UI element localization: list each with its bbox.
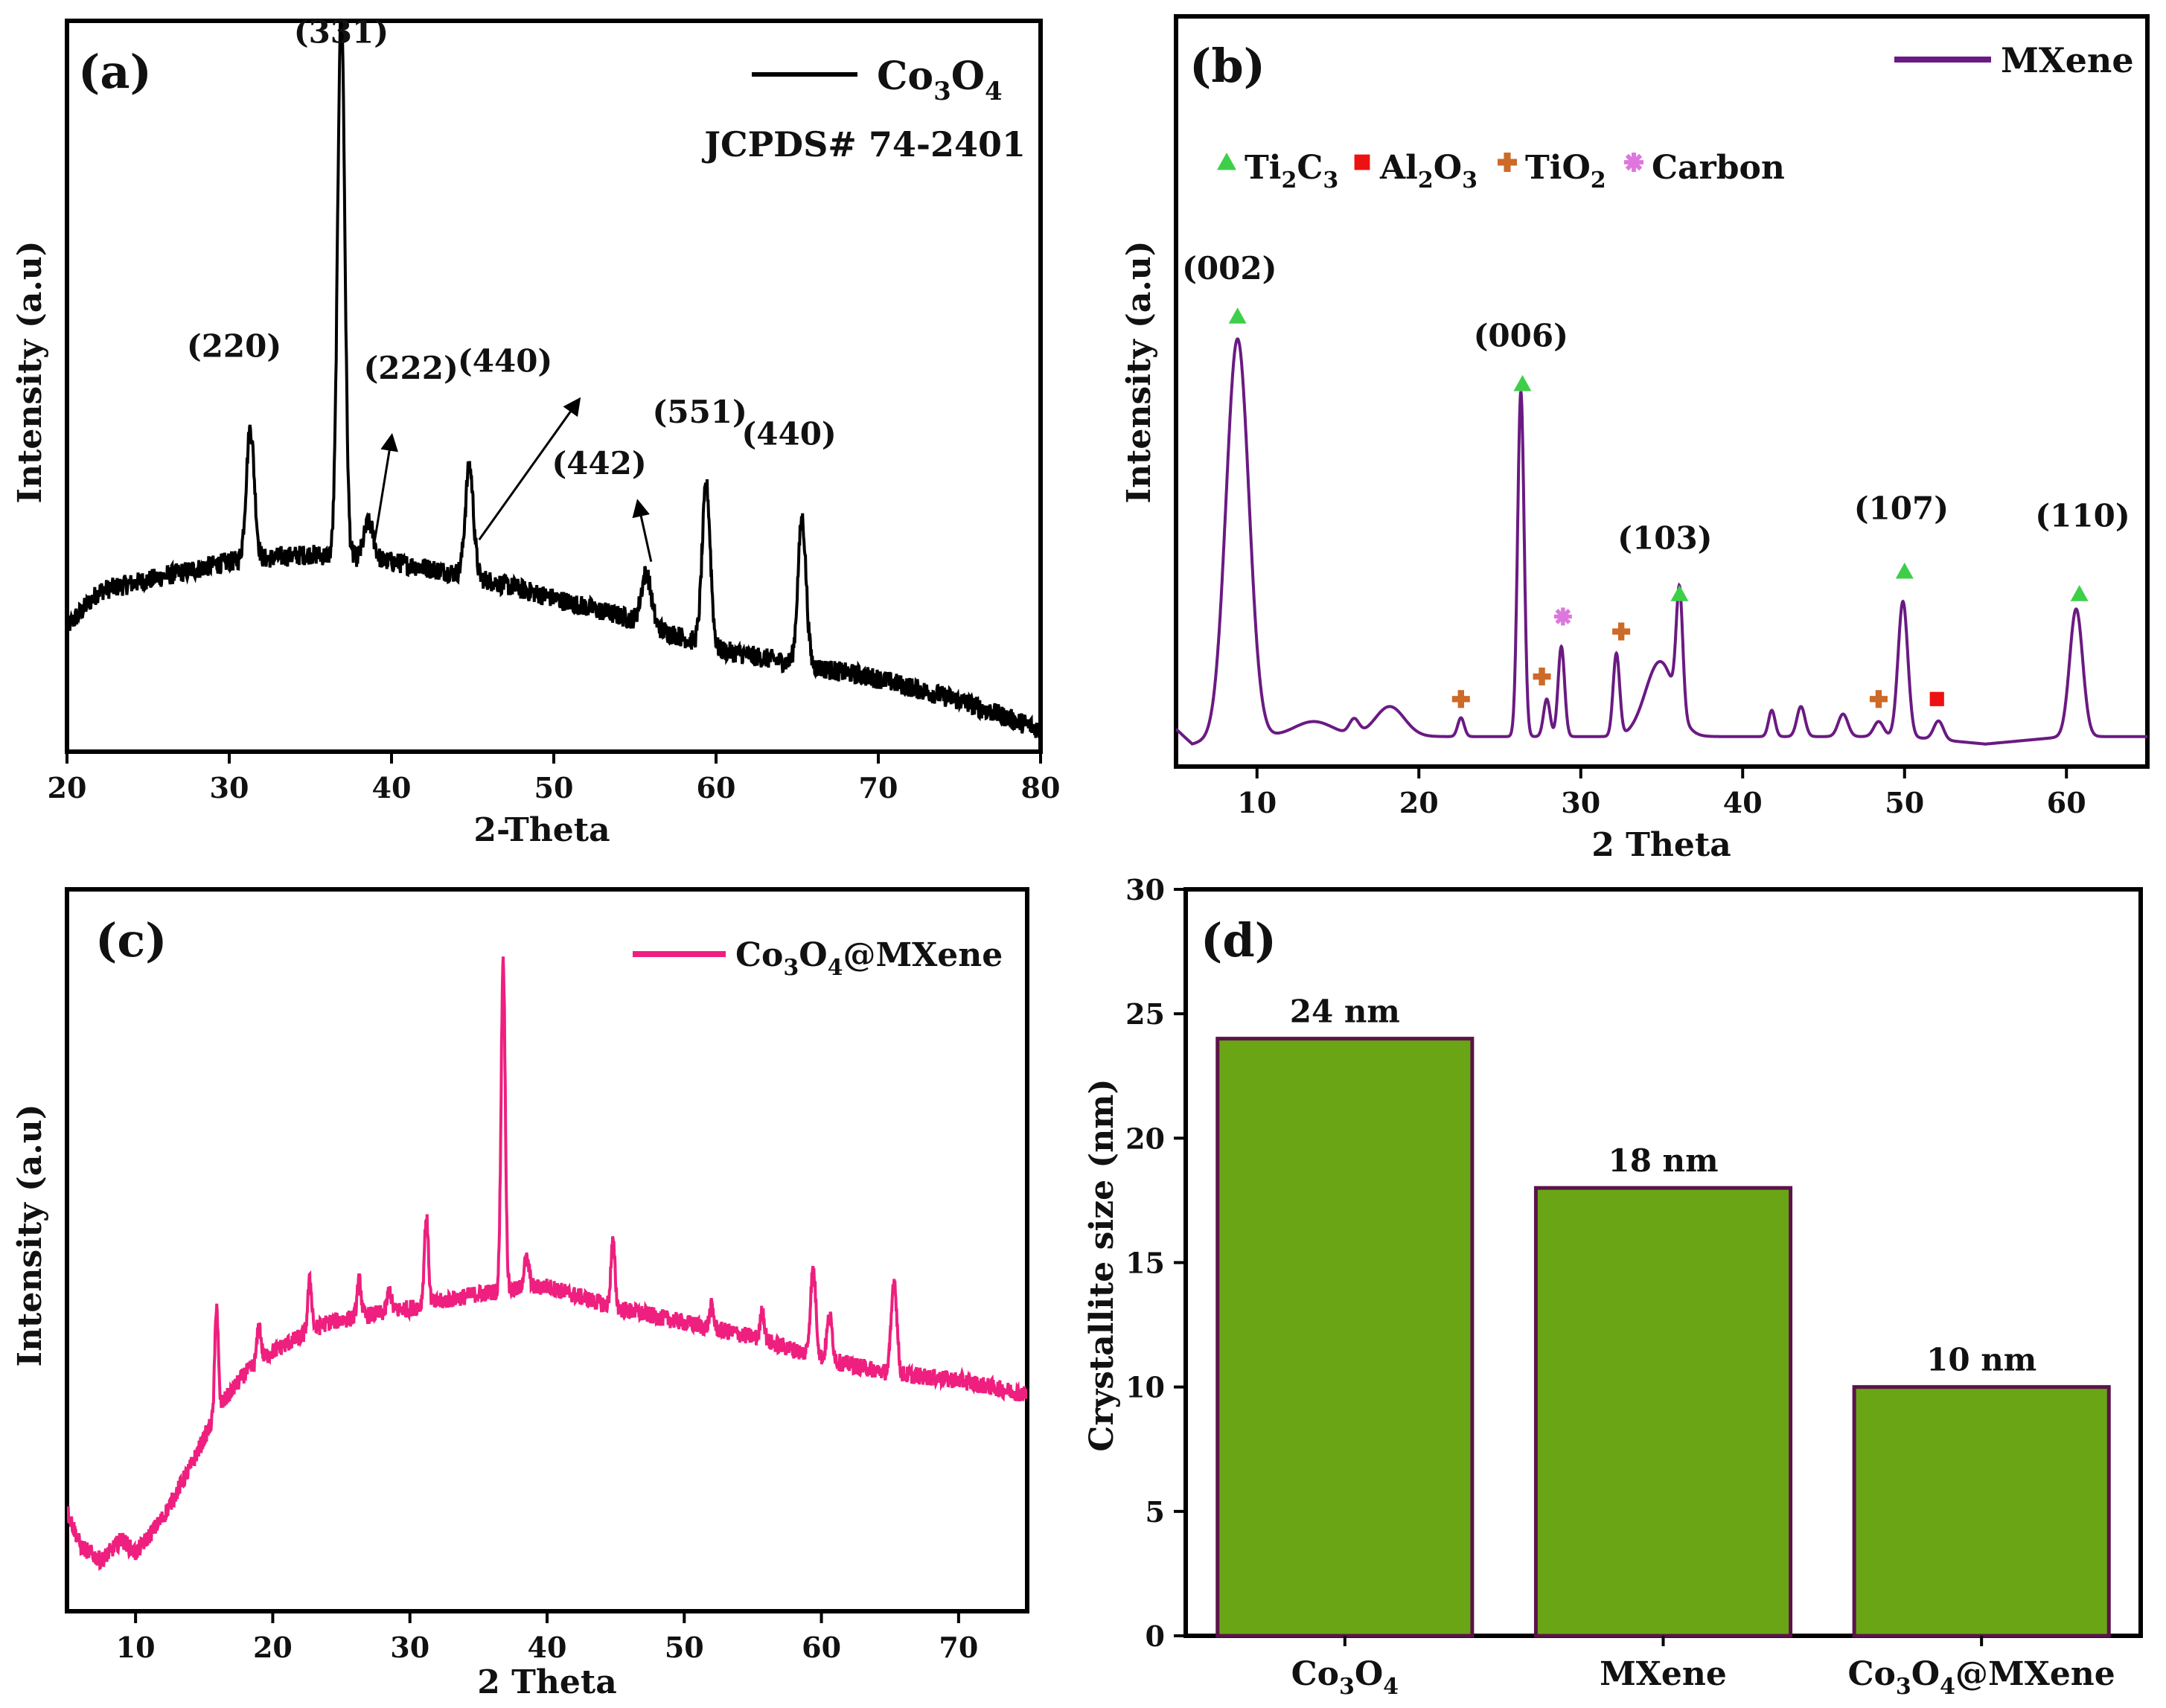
y-axis-label-c: Intensity (a.u) <box>11 1104 49 1366</box>
square-legend-icon <box>1354 154 1370 170</box>
square-marker <box>1929 691 1944 706</box>
x-tick-label: 60 <box>802 1631 841 1664</box>
x-tick-label: 40 <box>1723 786 1763 819</box>
x-tick-label: 70 <box>939 1631 978 1664</box>
triangle-marker <box>1513 374 1532 391</box>
panel-label-a: (a) <box>78 45 152 99</box>
plus-marker <box>1612 622 1631 641</box>
x-tick-label: 50 <box>1885 786 1924 819</box>
series-line-c <box>67 956 1027 1571</box>
peak-label: (107) <box>1854 490 1949 526</box>
peak-label: (551) <box>652 394 747 430</box>
y-tick-label: 30 <box>1125 873 1165 906</box>
x-axis-label-b: 2 Theta <box>1591 826 1731 864</box>
star-legend-icon <box>1624 153 1643 172</box>
triangle-marker <box>1228 307 1247 324</box>
plus-legend-icon <box>1498 153 1517 172</box>
x-tick-label: 60 <box>2047 786 2086 819</box>
panel-b: (002) (006) (103) (107) (110) 10 20 30 40 50 60 (… <box>1120 14 2150 864</box>
phase-legend-label: Ti2C3 <box>1245 149 1338 193</box>
x-tick-label: 80 <box>1021 771 1061 805</box>
plot-frame-c <box>65 887 1029 1613</box>
plus-marker <box>1451 690 1470 709</box>
peak-label: (110) <box>2035 497 2130 534</box>
peak-label: (103) <box>1617 520 1712 557</box>
x-tick-label: 30 <box>1561 786 1600 819</box>
phase-legend-label: TiO2 <box>1525 149 1606 193</box>
annotation-arrow <box>372 432 398 548</box>
peak-label: (220) <box>187 328 281 365</box>
y-tick-label: 10 <box>1125 1371 1165 1404</box>
triangle-marker <box>1670 585 1689 601</box>
peak-label: (442) <box>552 445 646 482</box>
category-label: MXene <box>1600 1655 1727 1693</box>
y-axis-label-b: Intensity (a.u) <box>1120 240 1158 503</box>
x-axis-label-c: 2 Theta <box>477 1663 617 1701</box>
x-tick-label: 40 <box>528 1631 567 1664</box>
x-tick-label: 20 <box>48 771 87 805</box>
x-axis-label-a: 2-Theta <box>473 811 610 849</box>
panel-label-b: (b) <box>1189 39 1265 93</box>
y-tick-label: 5 <box>1146 1495 1165 1529</box>
bar-2 <box>1852 1385 2111 1638</box>
series-line-b <box>1176 337 2147 746</box>
x-tick-label: 10 <box>116 1631 156 1664</box>
annotation-arrow <box>632 499 653 563</box>
bar-value-label: 10 nm <box>1926 1342 2036 1378</box>
peak-label: (440) <box>458 342 552 379</box>
plus-marker <box>1533 668 1551 686</box>
triangle-marker <box>2070 585 2089 601</box>
x-tick-label: 40 <box>372 771 412 805</box>
peak-label: (331) <box>294 13 389 50</box>
star-marker <box>1553 607 1572 626</box>
panel-label-c: (c) <box>95 913 167 967</box>
panel-a: (331)(220)(222) (440)(442)(551)(440) 20 30… <box>11 13 1061 849</box>
bar-1 <box>1533 1186 1793 1638</box>
peak-label: (002) <box>1182 250 1277 287</box>
peak-label: (440) <box>741 416 836 452</box>
panel-d: 24 nm Co3O4 18 nm MXene 10 nm Co3O4@MXene 0 5 1… <box>1083 873 2143 1700</box>
plot-frame-a <box>65 19 1043 754</box>
bar-value-label: 18 nm <box>1608 1142 1718 1179</box>
x-tick-label: 30 <box>210 771 249 805</box>
annotation-arrow <box>478 397 581 541</box>
legend-label-c: Co3O4@MXene <box>735 936 1003 981</box>
x-tick-label: 50 <box>534 771 574 805</box>
y-tick-label: 15 <box>1125 1247 1165 1280</box>
y-tick-label: 20 <box>1125 1122 1165 1155</box>
plus-marker <box>1869 690 1888 709</box>
peak-label: (006) <box>1474 318 1568 354</box>
phase-legend-label: Al2O3 <box>1379 149 1477 193</box>
y-tick-label: 0 <box>1146 1619 1165 1653</box>
phase-legend-label: Carbon <box>1652 149 1785 187</box>
peak-label: (222) <box>363 350 458 386</box>
reference-text-a: JCPDS# 74-2401 <box>701 124 1026 164</box>
category-label: Co3O4 <box>1291 1655 1399 1700</box>
x-tick-label: 10 <box>1237 786 1277 819</box>
panel-c: 10 20 30 40 50 60 70 (c) Co3O4@MXene 2 Theta I… <box>11 887 1029 1701</box>
bar-0 <box>1215 1037 1475 1638</box>
x-tick-label: 30 <box>390 1631 429 1664</box>
x-tick-label: 60 <box>697 771 736 805</box>
panel-label-d: (d) <box>1201 913 1277 967</box>
y-tick-label: 25 <box>1125 997 1165 1031</box>
x-tick-label: 70 <box>859 771 898 805</box>
plot-frame-b <box>1174 14 2150 769</box>
legend-label-a: Co3O4 <box>877 54 1003 106</box>
y-axis-label-d: Crystallite size (nm) <box>1083 1078 1121 1451</box>
legend-label-b: MXene <box>2001 40 2134 80</box>
x-tick-label: 50 <box>665 1631 704 1664</box>
series-line-a <box>67 21 1041 738</box>
category-label: Co3O4@MXene <box>1848 1655 2115 1700</box>
triangle-marker <box>1895 562 1914 579</box>
y-axis-label-a: Intensity (a.u) <box>11 240 49 503</box>
bar-value-label: 24 nm <box>1290 994 1400 1030</box>
x-tick-label: 20 <box>253 1631 293 1664</box>
x-tick-label: 20 <box>1399 786 1439 819</box>
triangle-legend-icon <box>1217 153 1236 170</box>
